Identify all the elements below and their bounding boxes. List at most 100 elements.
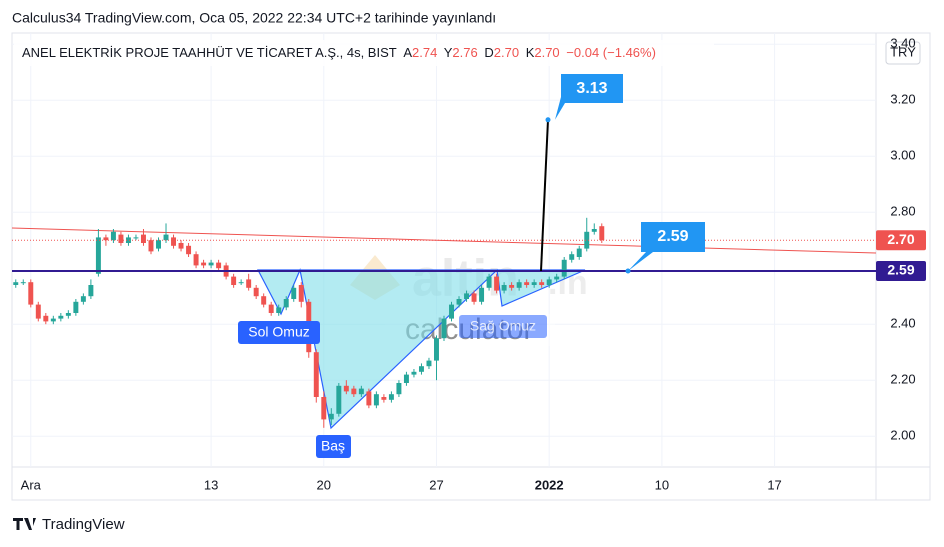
candle-body bbox=[441, 318, 447, 339]
legend-value: 2.74 bbox=[412, 45, 437, 60]
candle-body bbox=[43, 315, 49, 322]
x-tick-label: 17 bbox=[767, 477, 781, 492]
y-tick-label: 2.20 bbox=[890, 372, 915, 387]
candle-body bbox=[531, 282, 537, 285]
y-tick-label: 2.00 bbox=[890, 428, 915, 443]
candle-body bbox=[599, 226, 605, 241]
candle-body bbox=[464, 293, 470, 299]
candle-body bbox=[148, 240, 154, 252]
candle-body bbox=[103, 237, 109, 241]
candle-body bbox=[486, 276, 492, 288]
price-label-box bbox=[876, 230, 926, 251]
x-tick-label: 27 bbox=[429, 477, 443, 492]
candle-body bbox=[238, 282, 244, 284]
x-tick-label: 20 bbox=[317, 477, 331, 492]
candle-body bbox=[95, 237, 101, 274]
candle-body bbox=[58, 315, 64, 319]
y-tick-label: 2.80 bbox=[890, 204, 915, 219]
x-tick-label: Ara bbox=[21, 477, 42, 492]
candle-body bbox=[366, 391, 372, 406]
candle-body bbox=[501, 285, 507, 291]
candle-body bbox=[373, 394, 379, 406]
candle-body bbox=[125, 237, 131, 243]
candle-body bbox=[13, 282, 19, 285]
candle-body bbox=[539, 282, 545, 285]
candle-body bbox=[283, 299, 289, 308]
candle-body bbox=[20, 282, 26, 284]
candle-body bbox=[201, 262, 207, 266]
publish-info: Calculus34 TradingView.com, Oca 05, 2022… bbox=[12, 10, 496, 26]
candle-body bbox=[193, 254, 199, 266]
legend-value: 2.76 bbox=[452, 45, 477, 60]
candle-body bbox=[321, 397, 327, 420]
candle-body bbox=[576, 248, 582, 257]
candle-body bbox=[291, 287, 297, 299]
candle-body bbox=[343, 385, 349, 392]
candle-body bbox=[584, 231, 590, 249]
candle-body bbox=[358, 388, 364, 395]
candle-body bbox=[494, 276, 500, 291]
x-tick-label: 2022 bbox=[535, 477, 564, 492]
candle-body bbox=[35, 304, 41, 319]
y-tick-label: 3.40 bbox=[890, 36, 915, 51]
candle-body bbox=[509, 285, 515, 288]
candle-body bbox=[246, 279, 252, 288]
legend-bg bbox=[14, 40, 714, 66]
candle-body bbox=[561, 259, 567, 277]
candle-body bbox=[471, 293, 477, 302]
candle-body bbox=[449, 304, 454, 319]
callout-label: 2.59 bbox=[657, 228, 688, 245]
grid bbox=[12, 33, 876, 467]
candle-body bbox=[133, 237, 139, 239]
candle-body bbox=[110, 231, 116, 241]
legend-key: D bbox=[484, 45, 493, 60]
candle-body bbox=[28, 282, 34, 305]
candle-body bbox=[516, 282, 522, 288]
candle-body bbox=[276, 307, 282, 313]
candle-body bbox=[268, 304, 274, 313]
candle-body bbox=[328, 413, 334, 420]
y-tick-label: 3.20 bbox=[890, 92, 915, 107]
candle-body bbox=[88, 285, 94, 297]
candle-body bbox=[118, 234, 124, 243]
candle-body bbox=[178, 243, 184, 249]
candle-body bbox=[50, 318, 56, 322]
projection-line bbox=[540, 119, 549, 272]
candles bbox=[13, 217, 605, 428]
candle-body bbox=[479, 287, 485, 302]
candle-body bbox=[554, 276, 560, 280]
tv-logo bbox=[13, 518, 36, 530]
candle-body bbox=[208, 262, 214, 266]
candle-body bbox=[434, 338, 439, 361]
levels bbox=[12, 239, 876, 272]
candle-body bbox=[569, 254, 575, 260]
y-tick-label: 2.40 bbox=[890, 316, 915, 331]
legend-key: Y bbox=[444, 45, 453, 60]
candle-body bbox=[65, 313, 71, 316]
candle-body bbox=[456, 299, 462, 305]
legend-change: −0.04 (−1.46%) bbox=[566, 45, 656, 60]
x-tick-label: 10 bbox=[655, 477, 669, 492]
candle-body bbox=[336, 385, 342, 414]
legend-value: 2.70 bbox=[494, 45, 519, 60]
price-label: 2.59 bbox=[887, 262, 914, 278]
currency-box bbox=[885, 41, 921, 65]
price-label: 2.70 bbox=[887, 231, 914, 247]
callout-point bbox=[545, 117, 551, 123]
candle-body bbox=[388, 394, 394, 400]
candle-body bbox=[313, 352, 319, 397]
pattern-label: Sağ Omuz bbox=[470, 318, 536, 334]
candle-body bbox=[261, 296, 267, 305]
pattern-label: Baş bbox=[321, 438, 345, 454]
candle-body bbox=[403, 374, 409, 383]
symbol-title: ANEL ELEKTRİK PROJE TAAHHÜT VE TİCARET A… bbox=[22, 45, 397, 60]
candle-body bbox=[396, 383, 402, 395]
legend-key: K bbox=[526, 45, 535, 60]
candle-body bbox=[591, 229, 597, 232]
chart-frame bbox=[11, 32, 931, 501]
price-label-box bbox=[876, 261, 926, 281]
pattern-label-box bbox=[459, 315, 547, 338]
x-tick-label: 13 bbox=[204, 477, 218, 492]
candle-body bbox=[253, 287, 259, 297]
